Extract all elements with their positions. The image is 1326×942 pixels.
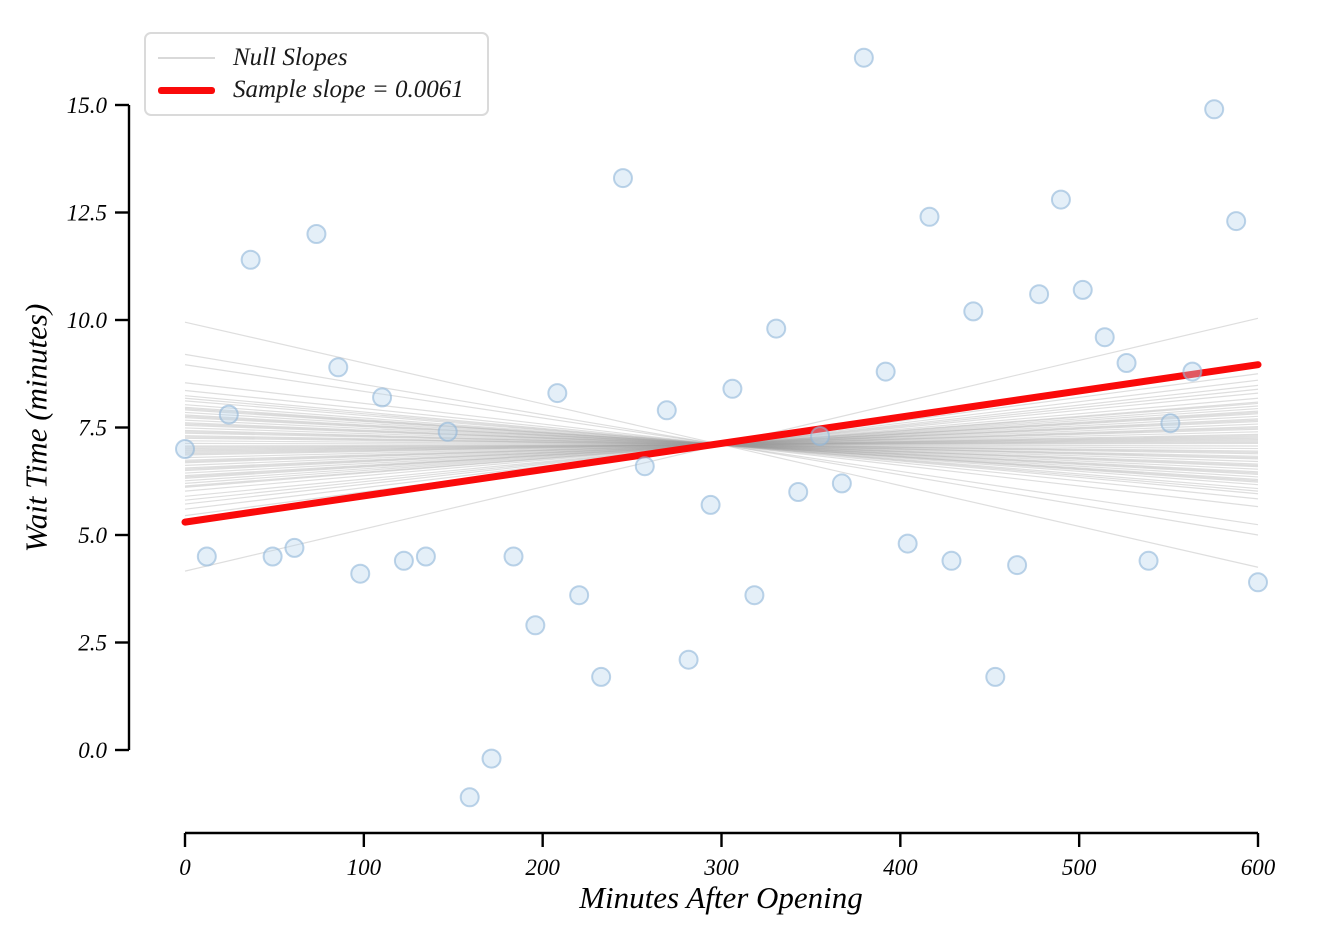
legend-item-null-slopes: Null Slopes: [158, 43, 477, 71]
svg-text:10.0: 10.0: [67, 308, 108, 333]
svg-text:0: 0: [179, 855, 191, 880]
svg-text:7.5: 7.5: [78, 416, 107, 441]
y-axis-label-wrap: Wait Time (minutes): [10, 105, 62, 750]
svg-text:200: 200: [525, 855, 560, 880]
null-slopes-label: Null Slopes: [233, 43, 348, 71]
svg-text:12.5: 12.5: [67, 201, 107, 226]
sample-slope-label: Sample slope = 0.0061: [233, 75, 464, 103]
x-axis-label: Minutes After Opening: [579, 880, 863, 915]
axes: 0.0 2.5 5.0 7.5 10.0 12.5 15.0 0 100 200 300 400 500…: [67, 93, 1276, 880]
svg-text:2.5: 2.5: [78, 631, 107, 656]
sample-slope-line-swatch: [158, 86, 215, 94]
svg-text:400: 400: [883, 855, 918, 880]
legend: Null Slopes Sample slope = 0.0061: [144, 32, 489, 116]
svg-text:500: 500: [1062, 855, 1097, 880]
legend-item-sample-slope: Sample slope = 0.0061: [158, 75, 477, 103]
svg-text:15.0: 15.0: [67, 93, 108, 118]
svg-text:5.0: 5.0: [78, 523, 107, 548]
sample-slope-line: [181, 361, 1262, 526]
svg-text:600: 600: [1241, 855, 1276, 880]
scatter-points: [175, 47, 1268, 808]
svg-text:300: 300: [703, 855, 739, 880]
y-axis-label: Wait Time (minutes): [18, 303, 54, 552]
svg-text:100: 100: [347, 855, 382, 880]
null-slopes-line-swatch: [158, 56, 215, 59]
svg-text:0.0: 0.0: [78, 738, 107, 763]
